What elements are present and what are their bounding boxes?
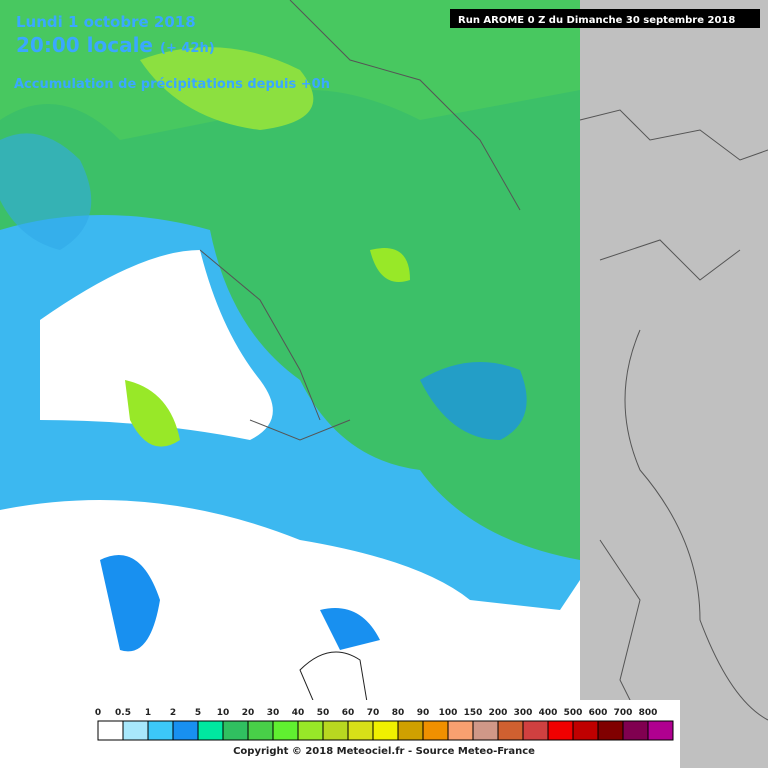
rain-area — [420, 362, 527, 440]
legend-label: 5 — [195, 708, 201, 718]
time: 20:00 locale — [16, 33, 153, 57]
legend-label: 500 — [564, 708, 583, 718]
legend-label: 600 — [589, 708, 608, 718]
legend-swatch — [572, 720, 599, 741]
legend-swatch — [222, 720, 249, 741]
rain-area — [0, 133, 92, 250]
lead-time: (+ 42h) — [160, 41, 215, 56]
legend-swatch — [497, 720, 524, 741]
legend-label: 400 — [539, 708, 558, 718]
rain-area — [100, 555, 380, 652]
legend-label: 50 — [317, 708, 330, 718]
legend-swatch — [547, 720, 574, 741]
outside-domain — [580, 0, 768, 768]
legend-swatch — [172, 720, 199, 741]
legend-label: 2 — [170, 708, 176, 718]
legend-label: 90 — [417, 708, 430, 718]
legend-swatch — [522, 720, 549, 741]
legend-swatch — [147, 720, 174, 741]
legend-label: 200 — [489, 708, 508, 718]
legend-swatch — [347, 720, 374, 741]
legend-label: 1 — [145, 708, 151, 718]
legend: 0 0.5 1 2 5 10 20 30 40 50 60 70 80 90 100 150 200 300 400… — [95, 708, 674, 741]
dry-area — [40, 250, 273, 440]
legend-swatch — [122, 720, 149, 741]
run-info: Run AROME 0 Z du Dimanche 30 septembre 2… — [458, 15, 735, 26]
legend-swatch — [597, 720, 624, 741]
legend-label: 20 — [242, 708, 255, 718]
legend-swatch — [422, 720, 449, 741]
legend-label: 800 — [639, 708, 658, 718]
run-box — [450, 9, 760, 28]
legend-label: 150 — [464, 708, 483, 718]
date: Lundi 1 octobre 2018 — [16, 13, 196, 31]
rain-area — [140, 47, 314, 131]
legend-swatch — [447, 720, 474, 741]
legend-swatch — [297, 720, 324, 741]
legend-swatch — [272, 720, 299, 741]
legend-label: 40 — [292, 708, 305, 718]
legend-swatch — [97, 720, 124, 741]
legend-swatch — [622, 720, 649, 741]
legend-label: 80 — [392, 708, 405, 718]
legend-swatch — [247, 720, 274, 741]
legend-swatch — [322, 720, 349, 741]
legend-label: 60 — [342, 708, 355, 718]
legend-label: 0.5 — [115, 708, 131, 718]
legend-label: 70 — [367, 708, 380, 718]
rain-area — [125, 248, 410, 447]
legend-swatch — [397, 720, 424, 741]
legend-swatch — [197, 720, 224, 741]
copyright: Copyright © 2018 Meteociel.fr - Source M… — [233, 746, 535, 757]
legend-label: 100 — [439, 708, 458, 718]
legend-label: 0 — [95, 708, 101, 718]
legend-label: 700 — [614, 708, 633, 718]
legend-swatch — [372, 720, 399, 741]
legend-label: 300 — [514, 708, 533, 718]
product: Accumulation de précipitations depuis +0… — [14, 77, 330, 92]
legend-label: 30 — [267, 708, 280, 718]
legend-swatch — [472, 720, 499, 741]
border — [199, 0, 768, 761]
legend-swatch — [647, 720, 674, 741]
legend-label: 10 — [217, 708, 230, 718]
